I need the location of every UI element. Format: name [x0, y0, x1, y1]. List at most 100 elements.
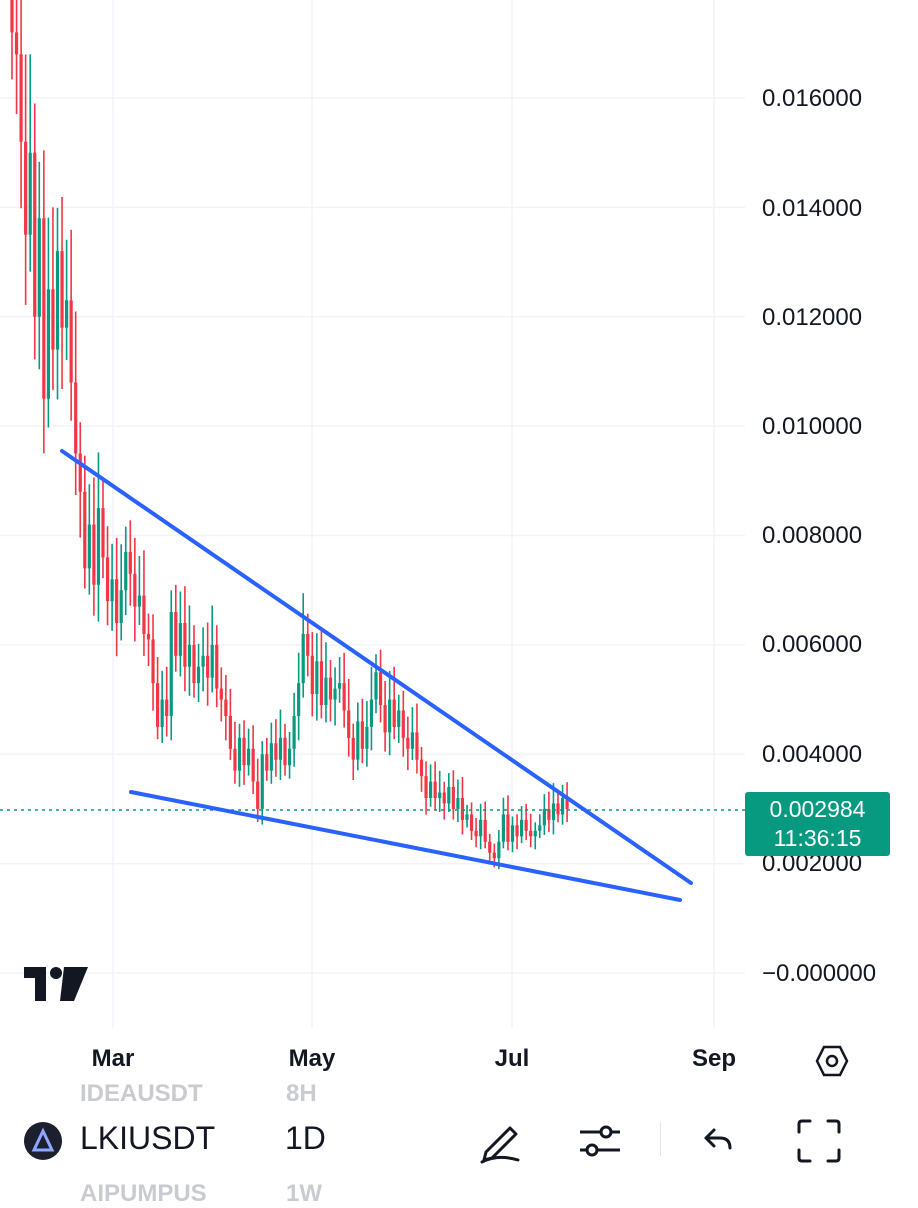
- x-tick-label: Jul: [494, 1045, 530, 1072]
- candle-body: [237, 737, 242, 771]
- candle-body: [410, 732, 414, 749]
- y-tick-label: 0.014000: [762, 195, 863, 222]
- candle-body: [456, 798, 460, 809]
- candle-body: [137, 595, 141, 607]
- candle-body: [165, 699, 169, 716]
- candle-body: [365, 726, 369, 749]
- candle-body: [497, 841, 501, 859]
- candle-body: [442, 792, 446, 804]
- candle-body: [265, 754, 269, 771]
- candle-body: [524, 819, 528, 831]
- candle-body: [187, 644, 192, 667]
- candle-body: [297, 683, 301, 716]
- ghost-symbol-below: AIPUMPUS: [80, 1180, 207, 1207]
- candle-body: [278, 737, 283, 760]
- candle-body: [333, 688, 337, 700]
- candle-body: [192, 644, 196, 684]
- candle-body: [124, 551, 128, 591]
- symbol-name[interactable]: LKIUSDT: [80, 1120, 216, 1156]
- x-tick-label: Mar: [91, 1045, 135, 1072]
- candle-body: [360, 721, 364, 749]
- candle-body: [151, 639, 155, 684]
- candle-body: [146, 633, 151, 640]
- fullscreen-icon[interactable]: [796, 1118, 842, 1169]
- x-tick-label: May: [288, 1045, 336, 1072]
- candle-body: [201, 655, 205, 667]
- candle-body: [115, 579, 119, 623]
- candle-body: [196, 666, 201, 684]
- candle-body: [14, 32, 19, 55]
- candle-body: [215, 644, 219, 689]
- candle-body: [538, 825, 542, 831]
- settings-hex-icon[interactable]: [815, 1044, 849, 1083]
- candle-body: [51, 289, 55, 350]
- upper-trendline[interactable]: [60, 449, 693, 885]
- bottom-toolbar: [0, 1108, 918, 1178]
- candle-body: [224, 699, 228, 716]
- candle-body: [65, 300, 69, 328]
- candle-body: [565, 798, 569, 809]
- candle-body: [438, 792, 442, 798]
- candle-body: [69, 300, 73, 383]
- candle-body: [142, 595, 146, 634]
- candle-body: [260, 754, 264, 809]
- candle-body: [242, 737, 246, 766]
- candle-body: [37, 218, 41, 317]
- candle-body: [183, 623, 187, 667]
- candle-body: [74, 382, 78, 454]
- candle-body: [451, 787, 455, 809]
- candle-body: [429, 781, 433, 798]
- candle-body: [542, 808, 546, 826]
- y-tick-label: 0.016000: [762, 85, 863, 112]
- candle-body: [547, 808, 551, 820]
- candle-body: [101, 508, 105, 558]
- candle-body: [488, 841, 492, 853]
- candle-body: [169, 612, 173, 716]
- candle-body: [506, 814, 510, 842]
- sliders-icon[interactable]: [578, 1118, 624, 1169]
- candle-body: [342, 683, 346, 711]
- candle-body: [347, 710, 351, 738]
- candle-body: [133, 573, 137, 607]
- candle-body: [556, 803, 560, 815]
- candle-body: [406, 737, 410, 749]
- candle-body: [415, 732, 419, 760]
- candle-body: [401, 710, 405, 738]
- candle-body: [219, 688, 223, 700]
- candle-body: [60, 251, 64, 328]
- candle-body: [210, 644, 214, 678]
- candle-body: [351, 737, 355, 760]
- candle-body: [397, 710, 401, 727]
- candle-body: [529, 830, 533, 837]
- candle-body: [87, 524, 91, 569]
- candle-body: [178, 623, 182, 656]
- y-tick-label: 0.012000: [762, 304, 863, 331]
- timeframe-selector[interactable]: 1D: [285, 1120, 326, 1156]
- x-tick-label: Sep: [691, 1045, 737, 1072]
- tradingview-logo-icon: [24, 967, 88, 1006]
- candle-body: [338, 683, 342, 689]
- candle-body: [460, 798, 465, 820]
- undo-icon[interactable]: [700, 1118, 740, 1169]
- candle-body: [310, 655, 314, 695]
- candle-body: [256, 781, 260, 809]
- candle-body: [328, 677, 333, 700]
- candle-body: [228, 715, 232, 749]
- ghost-tf-above: 8H: [286, 1080, 317, 1107]
- candle-body: [419, 759, 424, 777]
- candle-body: [96, 508, 101, 585]
- candle-body: [174, 612, 178, 656]
- candle-body: [306, 633, 310, 656]
- candle-body: [55, 251, 60, 350]
- candle-body: [483, 819, 487, 842]
- candle-body: [160, 699, 164, 727]
- candle-body: [233, 748, 237, 771]
- candle-body: [520, 819, 524, 837]
- lower-trendline[interactable]: [129, 790, 682, 902]
- pencil-icon[interactable]: [478, 1118, 524, 1169]
- candle-body: [510, 825, 515, 842]
- candle-body: [19, 54, 23, 142]
- candle-body: [283, 737, 287, 766]
- price-chart[interactable]: [0, 0, 918, 1100]
- candle-body: [501, 814, 505, 842]
